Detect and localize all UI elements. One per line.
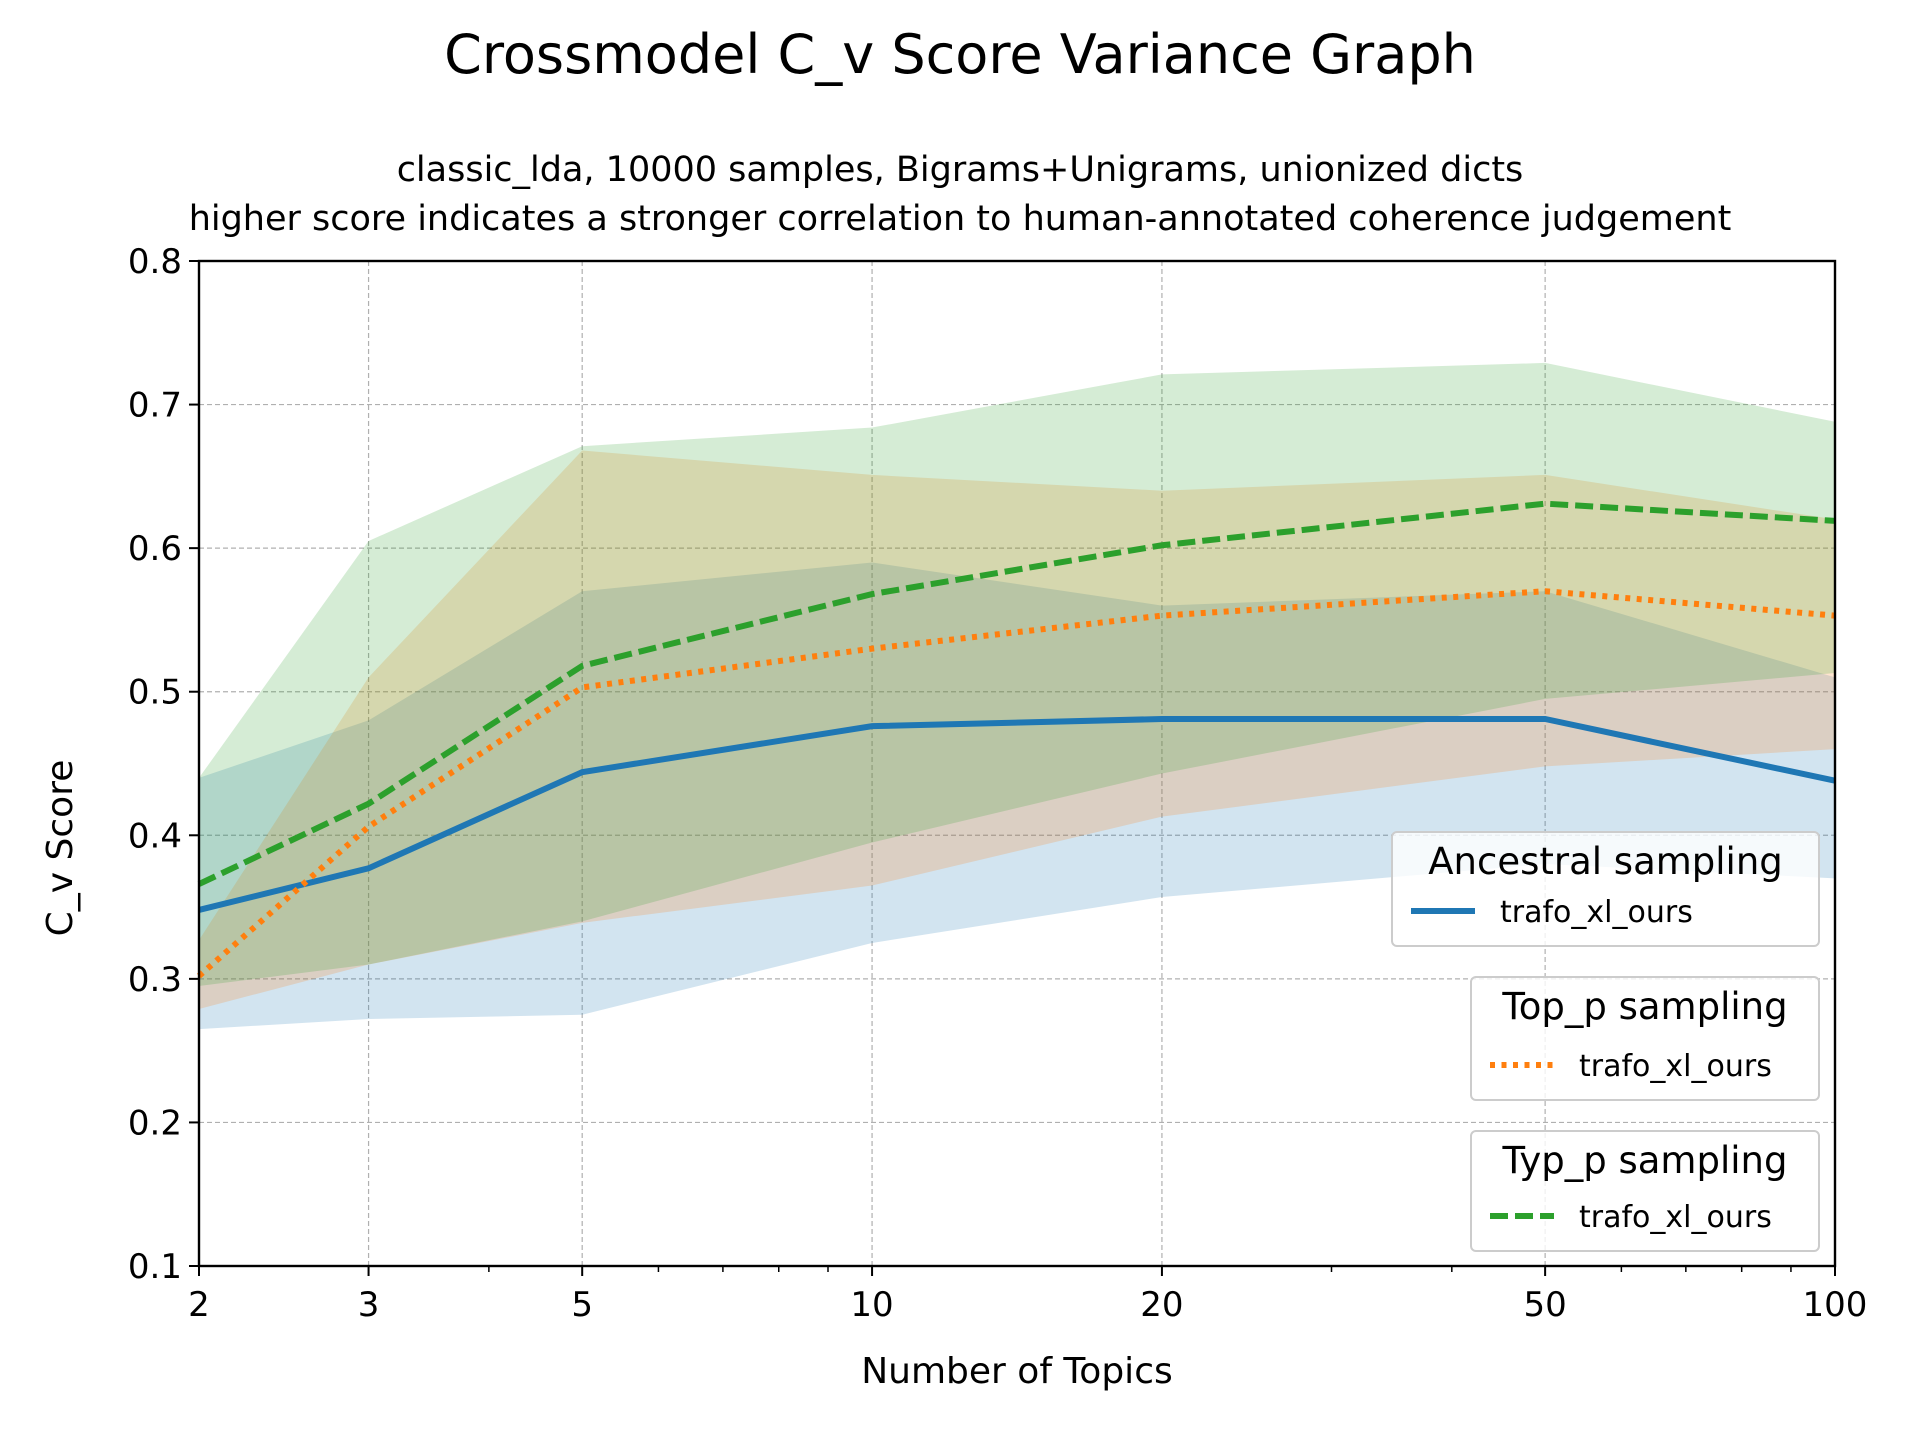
x-tick-label: 5 [571,1285,593,1325]
legend-title: Top_p sampling [1501,985,1787,1028]
chart-subtitle-line-2: higher score indicates a stronger correl… [189,199,1732,239]
x-axis-label: Number of Topics [861,1351,1173,1392]
y-tick-label: 0.8 [128,242,182,282]
legend-3: Typ_p sampling trafo_xl_ours [1470,1130,1820,1252]
legend-box [1470,1130,1820,1252]
x-tick-label: 2 [188,1285,210,1325]
x-tick-label: 20 [1140,1285,1183,1325]
legend-title: Typ_p sampling [1502,1139,1788,1182]
series-lines [197,500,1836,979]
axes: 0.1 0.2 0.3 0.4 0.5 0.6 0.7 0.8 2 3 5 10 20 50 100 [128,242,1868,1325]
legend-title: Ancestral sampling [1428,840,1783,883]
plot-frame [197,259,1837,1268]
y-tick-label: 0.5 [128,673,182,713]
legend-box [1391,831,1820,947]
confidence-band-2 [199,450,1835,1010]
chart-title: Crossmodel C_v Score Variance Graph [444,23,1476,86]
x-tick-label: 50 [1523,1285,1566,1325]
series-line-2 [197,588,1836,979]
series-line-3 [197,500,1836,887]
legend-2: Top_p sampling trafo_xl_ours [1470,976,1820,1101]
confidence-band-1 [199,562,1835,1030]
x-tick-label: 100 [1803,1285,1868,1325]
legend-label: trafo_xl_ours [1500,895,1693,930]
confidence-band-3 [199,362,1835,987]
y-tick-label: 0.3 [128,960,182,1000]
y-tick-label: 0.6 [128,529,182,569]
x-tick-label: 10 [850,1285,893,1325]
legend-box [1470,976,1820,1101]
y-tick-label: 0.7 [128,386,182,426]
chart-subtitle-line-1: classic_lda, 10000 samples, Bigrams+Unig… [397,150,1524,190]
legend-1: Ancestral sampling trafo_xl_ours [1391,831,1820,947]
legend-label: trafo_xl_ours [1579,1049,1772,1084]
y-tick-label: 0.2 [128,1103,182,1143]
y-axis-label: C_v Score [40,760,81,937]
confidence-bands [199,362,1835,1030]
grid-lines [199,261,1835,1266]
legend-label: trafo_xl_ours [1579,1200,1772,1235]
y-tick-label: 0.1 [128,1247,182,1287]
y-tick-label: 0.4 [128,816,182,856]
series-line-1 [198,715,1836,913]
x-tick-label: 3 [358,1285,380,1325]
